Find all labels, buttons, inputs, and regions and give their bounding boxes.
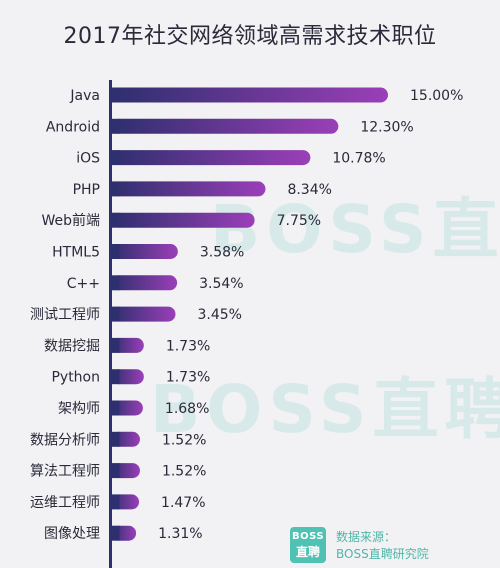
watermark-bottom: BOSS直聘 <box>150 371 500 448</box>
source-label: 数据来源： <box>336 530 397 544</box>
bar <box>112 244 178 259</box>
badge-top-text: BOSS <box>291 531 325 542</box>
category-label: 算法工程师 <box>30 464 100 480</box>
bar-base <box>112 400 120 416</box>
category-label: 运维工程师 <box>30 495 100 511</box>
bar-base <box>112 463 120 479</box>
bar <box>112 150 311 166</box>
value-label: 1.31% <box>158 526 202 542</box>
bar <box>112 306 176 322</box>
bar-base <box>112 150 120 166</box>
bar <box>112 369 144 385</box>
value-label: 1.73% <box>166 338 210 354</box>
value-label: 1.52% <box>162 432 206 448</box>
chart-title: 2017年社交网络领域高需求技术职位 <box>63 24 437 49</box>
bar <box>112 118 339 134</box>
bar-base <box>112 494 120 510</box>
value-label: 3.45% <box>197 307 241 323</box>
bar <box>112 181 266 197</box>
category-label: 架构师 <box>58 401 100 417</box>
bar <box>112 212 255 228</box>
category-label: Web前端 <box>41 212 100 229</box>
category-label: Android <box>46 119 100 135</box>
bar <box>112 275 178 291</box>
bar <box>112 337 144 353</box>
boss-logo-badge: BOSS 直聘 <box>290 527 326 563</box>
category-label: 图像处理 <box>44 526 100 542</box>
value-label: 7.75% <box>277 213 321 229</box>
bar-base <box>112 181 120 197</box>
category-label: 数据挖掘 <box>44 338 100 354</box>
bars-group: Java 15.00% Android 12.30% iOS 10.78% PHP 8.34%… <box>30 87 463 542</box>
value-label: 1.47% <box>161 495 205 511</box>
category-label: iOS <box>76 151 100 167</box>
value-label: 12.30% <box>360 119 413 135</box>
bar <box>112 87 388 103</box>
badge-bottom-text: 直聘 <box>295 545 320 559</box>
bar-base <box>112 369 120 385</box>
y-axis-line <box>109 80 112 568</box>
value-label: 3.58% <box>200 245 244 261</box>
bar-base <box>112 212 120 228</box>
bar-base <box>112 431 120 447</box>
watermark-top: BOSS直聘 <box>210 191 500 268</box>
value-label: 8.34% <box>287 182 331 198</box>
category-label: Python <box>51 370 100 386</box>
bar <box>112 400 143 416</box>
category-label: HTML5 <box>52 245 100 261</box>
category-label: C++ <box>67 276 100 292</box>
data-source: 数据来源： BOSS直聘研究院 <box>336 529 429 563</box>
category-label: 测试工程师 <box>30 307 100 323</box>
bar-base <box>112 306 120 322</box>
category-label: Java <box>69 88 100 104</box>
category-label: PHP <box>73 182 100 198</box>
category-label: 数据分析师 <box>30 432 100 448</box>
value-label: 15.00% <box>410 88 463 104</box>
value-label: 1.73% <box>166 370 210 386</box>
source-name: BOSS直聘研究院 <box>336 547 429 561</box>
value-label: 3.54% <box>199 276 243 292</box>
value-label: 1.68% <box>165 401 209 417</box>
bar-base <box>112 87 120 103</box>
bar-base <box>112 525 120 541</box>
value-label: 1.52% <box>162 464 206 480</box>
bar-base <box>112 118 120 134</box>
value-label: 10.78% <box>332 151 385 167</box>
bar-base <box>112 244 120 259</box>
bar-base <box>112 337 120 353</box>
bar-base <box>112 275 120 291</box>
